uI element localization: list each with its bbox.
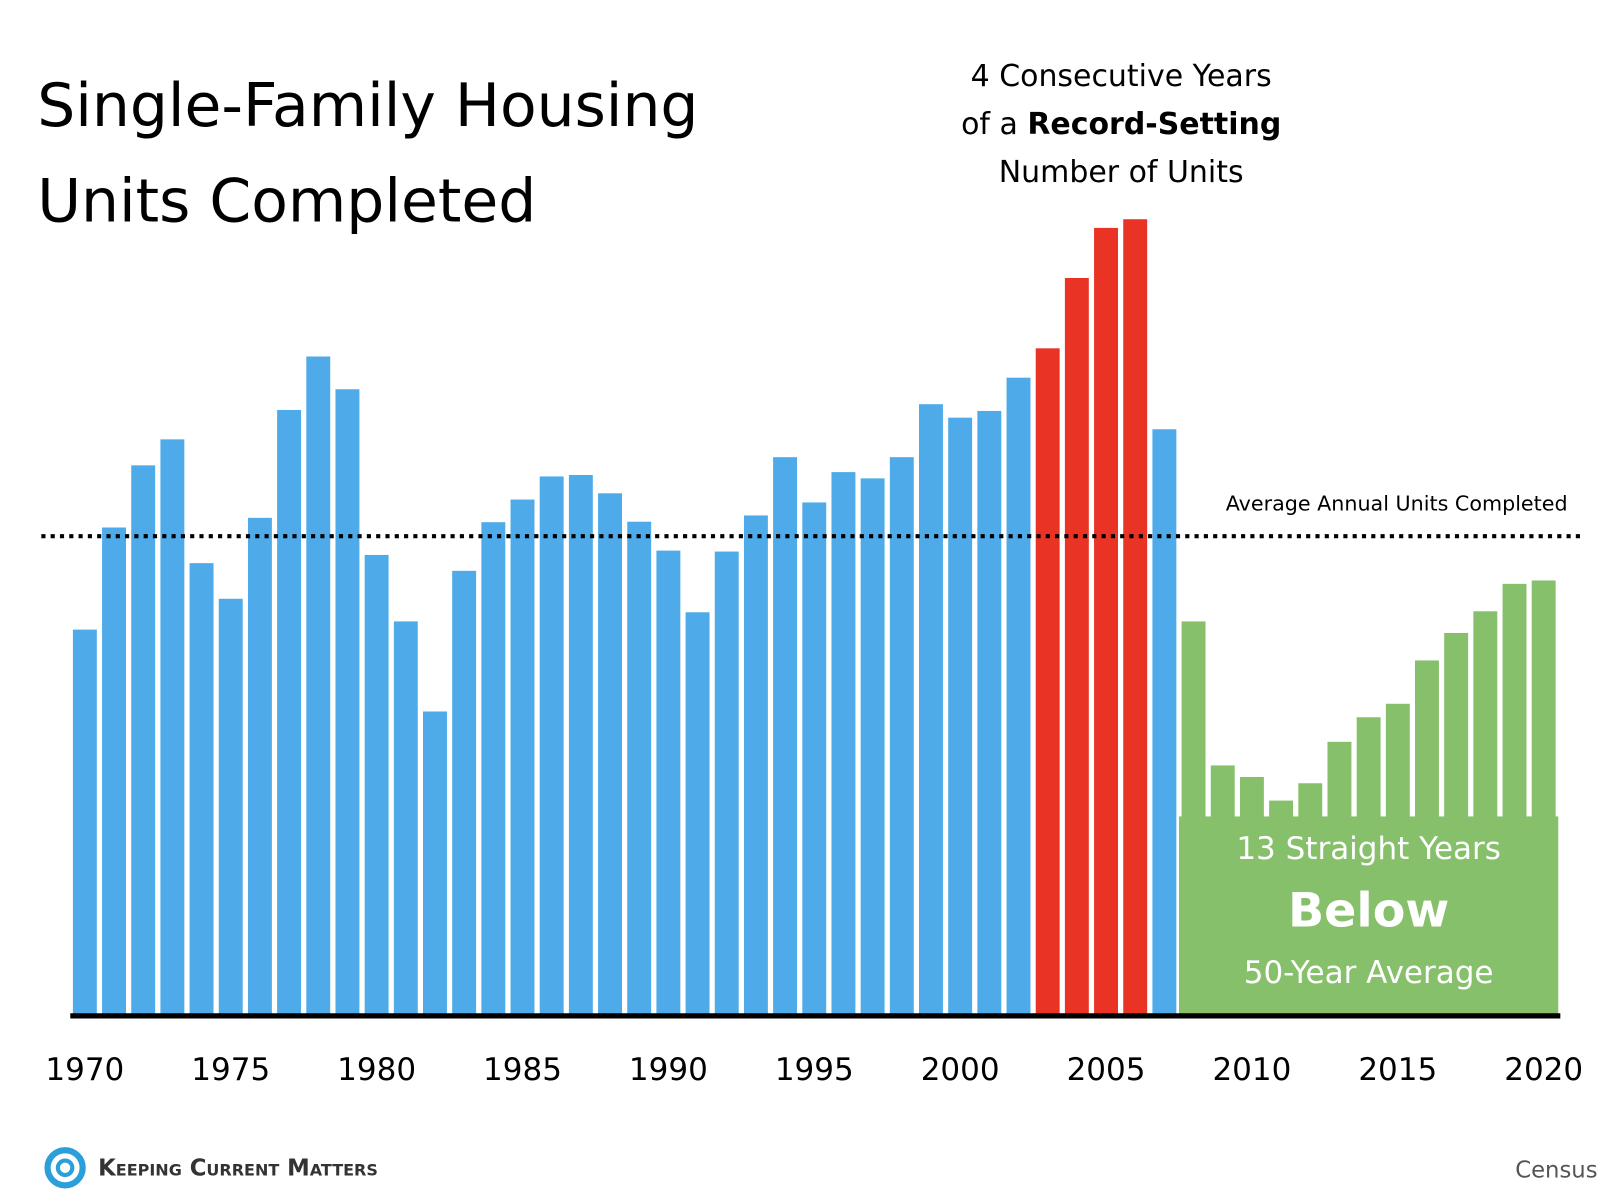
bar <box>247 517 272 1016</box>
annotation-box-text: 50-Year Average <box>1244 955 1494 991</box>
bar <box>977 410 1002 1016</box>
bar <box>714 551 739 1016</box>
annotation: Number of Units <box>999 155 1244 190</box>
bar <box>1064 277 1089 1016</box>
bar <box>277 409 302 1016</box>
annotation-box-text: Below <box>1288 884 1449 939</box>
annotation-bold: Record-Setting <box>1027 107 1281 142</box>
bar <box>627 521 652 1016</box>
bar <box>539 476 564 1016</box>
bar <box>72 629 97 1016</box>
bar <box>1356 717 1381 1016</box>
bar <box>102 527 126 1016</box>
bar <box>131 465 156 1016</box>
bar <box>860 478 885 1016</box>
bar <box>773 457 798 1016</box>
bar <box>218 598 243 1016</box>
bar <box>656 550 681 1016</box>
bar <box>1239 776 1264 1016</box>
bar <box>393 621 418 1016</box>
bar <box>160 439 185 1016</box>
bar <box>1444 632 1469 1016</box>
x-tick-label: 1970 <box>45 1052 124 1088</box>
annotation-box-text: 13 Straight Years <box>1236 831 1501 867</box>
bar <box>1298 783 1323 1016</box>
x-tick-label: 2010 <box>1212 1052 1291 1088</box>
bar <box>948 417 973 1016</box>
bar <box>919 404 943 1016</box>
bar <box>1502 583 1527 1016</box>
bar <box>1035 348 1060 1016</box>
bar <box>598 493 622 1016</box>
x-tick-label: 2015 <box>1358 1052 1437 1088</box>
logo-icon <box>55 1158 75 1178</box>
annotation: of a Record-Setting <box>961 107 1281 142</box>
x-tick-label: 1995 <box>775 1052 854 1088</box>
bar <box>306 356 331 1016</box>
bar <box>685 612 710 1016</box>
plot: 13 Straight Years Below 50-Year Average Ave… <box>41 219 1583 1088</box>
x-tick-label: 2000 <box>921 1052 1000 1088</box>
x-tick-label: 2020 <box>1504 1052 1583 1088</box>
x-tick-label: 2005 <box>1067 1052 1146 1088</box>
bar <box>423 711 447 1016</box>
x-tick-label: 1980 <box>337 1052 416 1088</box>
logo-text: Keeping Current Matters <box>98 1155 378 1181</box>
bar <box>1210 765 1235 1016</box>
bar <box>1473 611 1498 1016</box>
average-label: Average Annual Units Completed <box>1226 491 1568 515</box>
x-tick-label: 1985 <box>483 1052 562 1088</box>
bar <box>510 499 535 1016</box>
annotation-text: of a <box>961 107 1018 142</box>
bar <box>568 474 593 1016</box>
bar <box>1531 580 1556 1016</box>
bar <box>889 457 914 1016</box>
bar <box>481 522 506 1016</box>
bar <box>364 554 389 1016</box>
annotation: 4 Consecutive Years <box>971 59 1272 94</box>
bar <box>1415 660 1439 1016</box>
logo-icon <box>44 1147 86 1189</box>
bar <box>1269 800 1294 1016</box>
bar <box>1006 377 1031 1016</box>
bar <box>743 515 768 1016</box>
bar <box>335 389 360 1016</box>
bar <box>1327 741 1352 1016</box>
bar <box>1123 219 1148 1016</box>
chart-title: Single-Family Housing <box>37 71 698 141</box>
bar <box>452 570 477 1016</box>
bar <box>802 502 827 1016</box>
bar <box>1385 703 1410 1016</box>
bar <box>189 563 214 1016</box>
bar <box>1181 621 1206 1016</box>
bar <box>831 472 856 1016</box>
source: Census <box>1515 1157 1597 1183</box>
chart-title: Units Completed <box>37 166 536 236</box>
bar <box>1152 429 1177 1016</box>
bar <box>1094 227 1118 1016</box>
x-tick-label: 1990 <box>629 1052 708 1088</box>
x-tick-label: 1975 <box>191 1052 270 1088</box>
